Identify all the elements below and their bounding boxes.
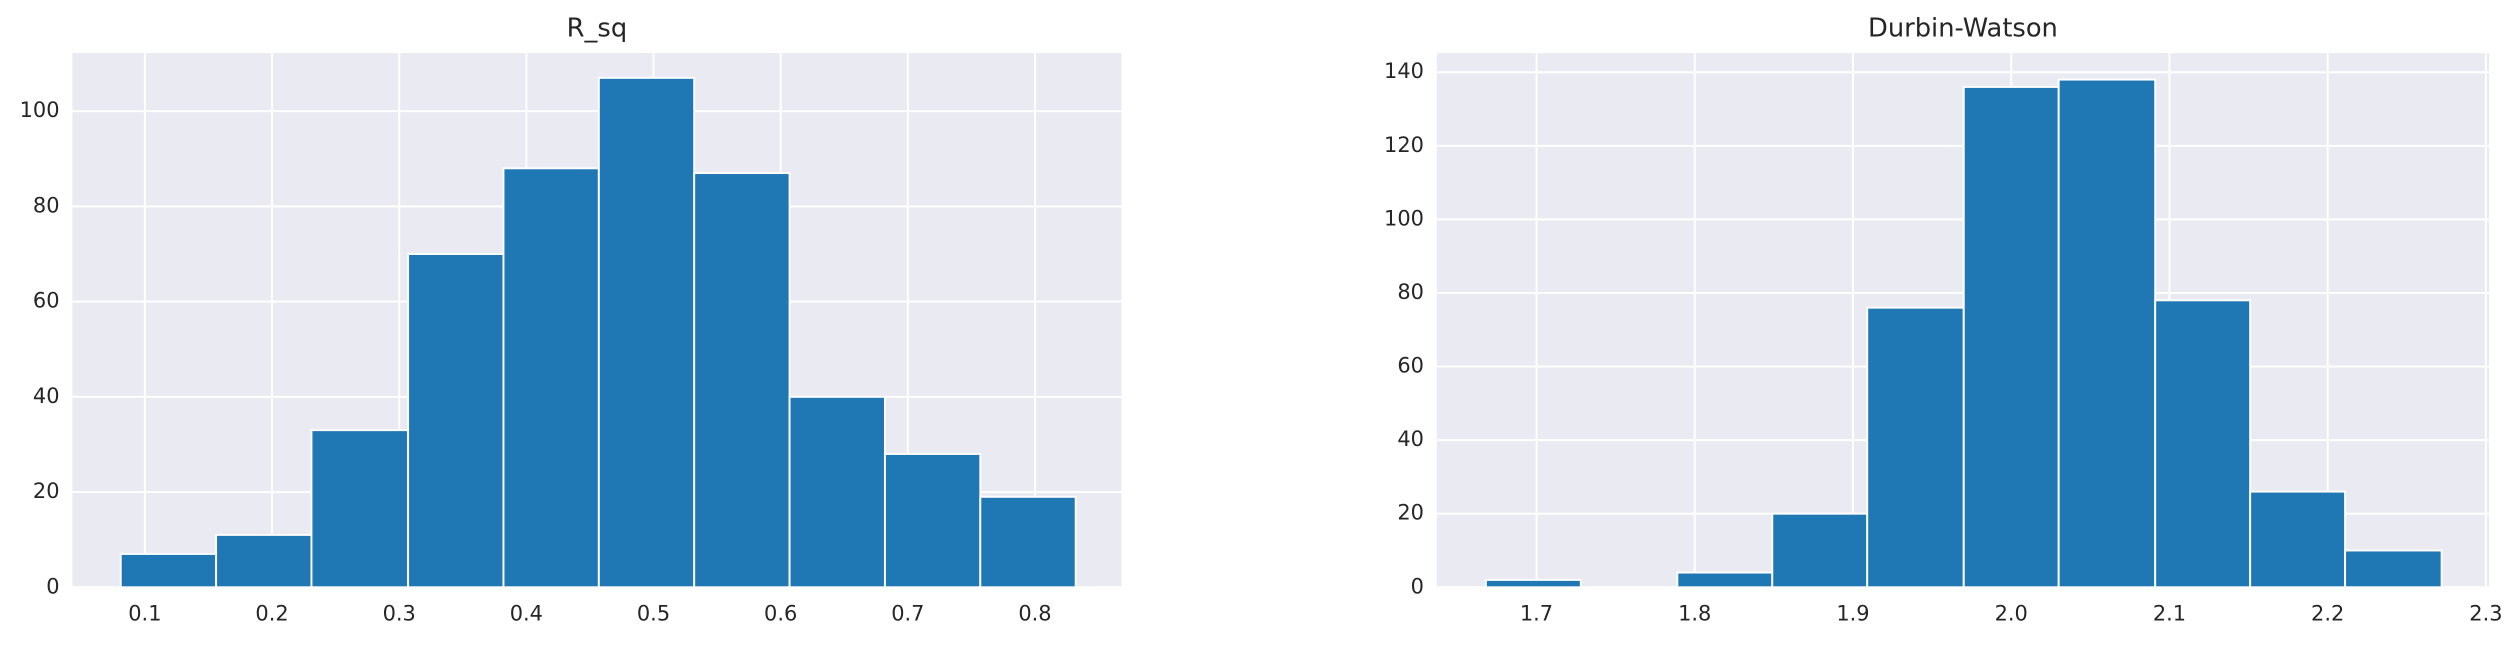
bar [310,429,410,589]
y-tick-label: 20 [1397,501,1424,525]
bar [502,167,600,589]
x-tick-label: 2.3 [2469,602,2502,626]
bar [119,552,218,589]
x-tick-label: 1.7 [1520,602,1553,626]
x-tick-label: 1.8 [1678,602,1711,626]
chart-title: R_sq [567,13,628,43]
x-tick-label: 0.3 [383,602,416,626]
y-tick-label: 100 [20,98,60,122]
x-tick-label: 1.9 [1836,602,1869,626]
bar [215,533,313,589]
x-tick-label: 2.1 [2153,602,2186,626]
x-tick-label: 2.2 [2311,602,2344,626]
y-tick-label: 120 [1384,133,1424,157]
bar [788,395,886,589]
bar [2154,299,2252,589]
x-tick-label: 2.0 [1995,602,2028,626]
bar [1676,571,1774,589]
y-tick-label: 0 [1411,574,1424,598]
bar [693,172,791,589]
x-tick-label: 0.6 [764,602,797,626]
y-tick-label: 60 [1397,354,1424,378]
bar [1866,306,1965,589]
bar [1962,85,2060,589]
bar [2249,490,2347,589]
x-tick-label: 0.1 [128,602,161,626]
y-tick-label: 20 [33,479,60,503]
y-tick-label: 0 [46,574,59,598]
y-tick-label: 80 [1397,280,1424,304]
bar [979,495,1077,589]
bar [1484,578,1582,589]
y-tick-label: 40 [33,384,60,408]
x-tick-label: 0.2 [255,602,288,626]
bar [597,76,696,589]
chart-title: Durbin-Watson [1868,13,2058,43]
y-tick-label: 60 [33,289,60,313]
x-tick-label: 0.5 [637,602,670,626]
x-tick-label: 0.4 [510,602,543,626]
x-tick-label: 0.7 [891,602,924,626]
x-tick-label: 0.8 [1018,602,1051,626]
bar [2057,78,2157,589]
bar [1771,512,1869,589]
y-tick-label: 140 [1384,59,1424,83]
bar [407,253,505,589]
y-tick-label: 80 [33,193,60,217]
bar [883,453,982,589]
y-tick-label: 40 [1397,427,1424,451]
bar [2344,549,2443,589]
y-tick-label: 100 [1384,206,1424,230]
